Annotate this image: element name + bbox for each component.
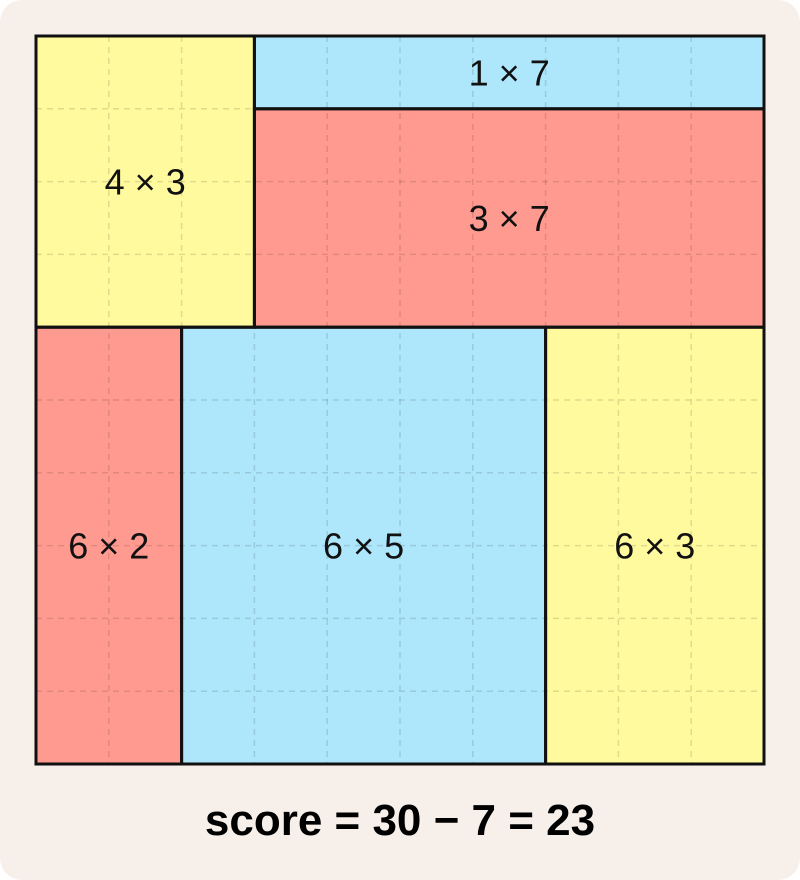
rectangle-label: 1 × 7 [469,52,550,93]
rectangle-1 [254,36,764,109]
rectangle-label: 6 × 3 [614,526,695,567]
rectangle-label: 4 × 3 [105,162,186,203]
rectangle-0 [36,36,255,328]
rectangle-label: 6 × 2 [68,526,149,567]
rectangle-label: 6 × 5 [323,526,404,567]
rectangle-5 [545,327,764,764]
rectangle-3 [36,327,182,764]
rectangle-4 [181,327,546,764]
rectangle-border [544,325,766,766]
rectangle-label: 3 × 7 [469,198,550,239]
rectangle-2 [254,108,764,328]
score-label: score = 30 − 7 = 23 [204,796,596,845]
